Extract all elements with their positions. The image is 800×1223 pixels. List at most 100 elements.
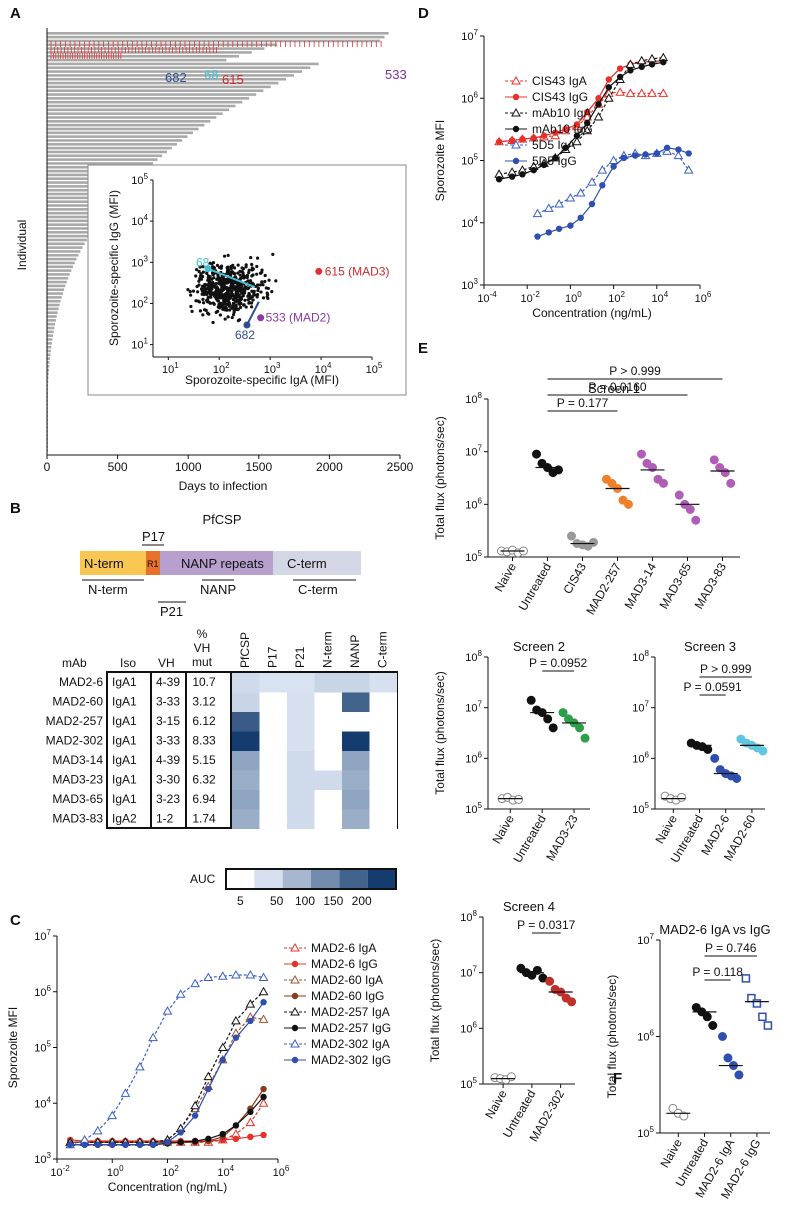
colorbar-label: AUC <box>190 872 216 886</box>
row-mut: 1.74 <box>192 812 216 826</box>
tick-exp: 6 <box>47 984 52 993</box>
data-point <box>658 88 669 97</box>
tick-base: 10 <box>34 987 46 999</box>
tick-base: 10 <box>131 340 143 352</box>
panel-d: 10-4 10-2 100 102 104 106103104105106107Conce… <box>433 28 712 320</box>
bar <box>47 299 61 303</box>
inset-point <box>205 283 209 287</box>
inset-point <box>240 266 244 270</box>
inset-point <box>223 308 227 312</box>
tick-exp: 4 <box>230 1164 235 1173</box>
hdr-antigen: N-term <box>321 631 335 668</box>
bar <box>47 32 389 35</box>
data-point <box>679 1111 689 1121</box>
bar <box>47 39 381 43</box>
inset-point <box>259 290 263 294</box>
legend-marker <box>512 157 520 165</box>
tick-base: 10 <box>162 1167 174 1179</box>
data-point <box>543 203 554 212</box>
data-point <box>519 171 526 178</box>
y-axis-label: Total flux (photons/sec) <box>428 939 442 1062</box>
inset-point <box>198 309 203 313</box>
inset-point <box>261 296 266 300</box>
bar <box>47 85 271 89</box>
data-point <box>615 87 625 96</box>
x-tick-label: 10-4 <box>477 290 497 305</box>
data-point <box>710 753 720 763</box>
inset-point <box>235 295 239 299</box>
series-line <box>499 91 664 143</box>
row-iso: IgA1 <box>112 734 137 748</box>
data-point <box>663 144 671 151</box>
x-tick-label: 100 <box>107 1164 124 1179</box>
tick-exp: 5 <box>650 1125 655 1134</box>
heat-cell <box>232 809 260 829</box>
inset-point <box>255 264 259 269</box>
tick-exp: 6 <box>478 496 483 505</box>
tick-exp: 8 <box>473 909 478 918</box>
data-point <box>593 111 604 121</box>
label-68: 68 <box>204 67 218 82</box>
bar <box>47 158 158 161</box>
data-point <box>673 150 684 160</box>
data-point <box>495 176 503 183</box>
category-label: MAD3-83 <box>692 560 730 611</box>
tick-exp: -2 <box>533 290 541 299</box>
row-mut: 6.32 <box>192 773 216 787</box>
tick-exp: 2 <box>174 1164 179 1173</box>
panel-c: 10-2 100 102 104 106103104105106107Concentra… <box>6 928 391 1194</box>
tick-exp: 1 <box>174 361 179 370</box>
colorbar-frame <box>225 868 397 890</box>
inset-point <box>222 284 226 288</box>
tick-base: 10 <box>608 293 620 305</box>
legend-marker <box>291 960 299 968</box>
data-point <box>526 695 536 705</box>
inset-point <box>214 281 218 286</box>
inset-point <box>246 294 250 298</box>
inset-point <box>244 305 248 309</box>
inset-point <box>201 297 205 301</box>
inset-point <box>218 265 222 269</box>
data-point <box>177 1129 184 1136</box>
inset-point <box>226 299 230 303</box>
inset-point <box>202 308 207 312</box>
cterm-domain <box>273 551 361 575</box>
tick-base: 10 <box>460 912 472 924</box>
inset-point <box>245 275 249 280</box>
y-tick-label: 105 <box>637 1125 654 1140</box>
inset-point <box>201 265 205 269</box>
inset-point <box>209 293 213 298</box>
row-mab: MAD3-14 <box>52 753 103 767</box>
inset-point <box>205 298 209 302</box>
inset-point <box>226 280 230 285</box>
y-tick-label: 106 <box>34 984 51 999</box>
category-label: MAD3-23 <box>543 812 581 863</box>
tick-exp: 5 <box>144 172 149 181</box>
y-tick-label: 106 <box>632 750 649 765</box>
panel-b: PfCSP N-term R1 NANP repeats C-term P17 N-term… <box>46 512 398 908</box>
tick-base: 10 <box>131 298 143 310</box>
inset-point <box>196 299 200 303</box>
data-point <box>616 65 624 72</box>
data-point <box>260 998 267 1006</box>
colorbar-tick: 200 <box>352 894 372 908</box>
hdr-antigen: NANP <box>348 635 362 668</box>
data-point <box>122 1141 129 1148</box>
category-label: MAD2-257 <box>583 560 624 617</box>
bar <box>47 361 50 364</box>
tick-exp: 8 <box>645 649 650 658</box>
y-tick-label: 105 <box>461 153 478 168</box>
heat-cell <box>232 770 260 790</box>
data-point <box>584 119 591 127</box>
inset-highlight-point <box>257 314 265 322</box>
data-point <box>577 214 584 222</box>
row-mab: MAD3-65 <box>52 792 103 806</box>
heat-cell <box>287 692 315 712</box>
data-point <box>109 1141 116 1148</box>
inset-point <box>216 276 220 280</box>
y-tick-label: 107 <box>460 965 477 980</box>
data-point <box>726 478 736 488</box>
inset-y-label: Sporozoite-specific IgG (MFI) <box>107 190 121 346</box>
inset-point <box>232 266 237 270</box>
heat-cell <box>314 751 342 771</box>
